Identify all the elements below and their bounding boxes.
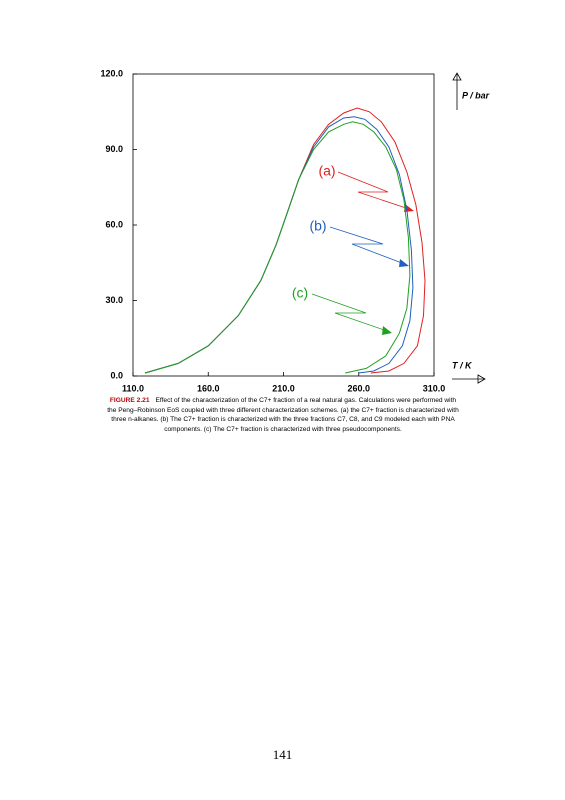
series-label: (a) bbox=[318, 163, 335, 179]
arrow-head bbox=[382, 326, 392, 335]
chart: P / bar T / K 0.0 30.0 60.0 90.0 120.0 110.0 1… bbox=[100, 68, 490, 393]
page-number: 141 bbox=[272, 747, 293, 762]
annotation-arrow bbox=[329, 226, 408, 266]
caption: FIGURE 2.21 Effect of the characterizatio… bbox=[105, 396, 461, 434]
figure-label: FIGURE 2.21 bbox=[109, 397, 150, 404]
x-axis-label: T / K bbox=[452, 360, 473, 370]
caption-text: Effect of the characterization of the C7… bbox=[107, 397, 459, 433]
x-tick-label: 160.0 bbox=[197, 383, 220, 393]
annotation-arrow bbox=[337, 171, 413, 211]
x-tick-label: 210.0 bbox=[272, 383, 295, 393]
y-tick-label: 90.0 bbox=[105, 144, 123, 154]
x-tick-label: 260.0 bbox=[347, 383, 370, 393]
x-tick-label: 110.0 bbox=[122, 383, 144, 393]
y-tick-label: 30.0 bbox=[105, 295, 123, 305]
y-tick-label: 120.0 bbox=[100, 68, 123, 78]
y-tick-label: 60.0 bbox=[105, 219, 123, 229]
arrow-head bbox=[399, 259, 409, 267]
series-label: (b) bbox=[309, 218, 326, 234]
annotation-arrow bbox=[311, 293, 391, 333]
x-tick-label: 310.0 bbox=[423, 383, 446, 393]
arrow-head bbox=[452, 72, 462, 81]
envelope-line bbox=[144, 116, 414, 374]
series-label: (c) bbox=[292, 285, 308, 301]
envelope-line bbox=[144, 121, 411, 374]
arrow-head bbox=[477, 374, 486, 384]
y-tick-label: 0.0 bbox=[110, 370, 123, 380]
y-axis-label: P / bar bbox=[462, 90, 490, 100]
